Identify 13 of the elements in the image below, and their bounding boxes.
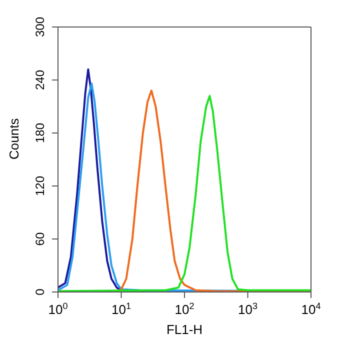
x-axis-title: FL1-H bbox=[166, 322, 203, 337]
x-tick-label: 10$^{3}$ bbox=[238, 301, 258, 317]
y-axis-title: Counts bbox=[6, 118, 22, 160]
x-tick-label: 10$^{0}$ bbox=[48, 301, 68, 317]
y-tick-label: 0 bbox=[33, 288, 47, 296]
x-tick-label: 10$^{4}$ bbox=[301, 301, 321, 317]
y-tick-label: 240 bbox=[33, 70, 47, 90]
y-tick-label: 300 bbox=[33, 16, 47, 38]
x-tick-label: 10$^{2}$ bbox=[174, 301, 194, 317]
y-tick-label: 60 bbox=[33, 232, 47, 246]
y-tick-label: 180 bbox=[33, 122, 47, 144]
x-tick-label: 10$^{1}$ bbox=[112, 301, 131, 317]
y-tick-label: 120 bbox=[33, 176, 47, 196]
